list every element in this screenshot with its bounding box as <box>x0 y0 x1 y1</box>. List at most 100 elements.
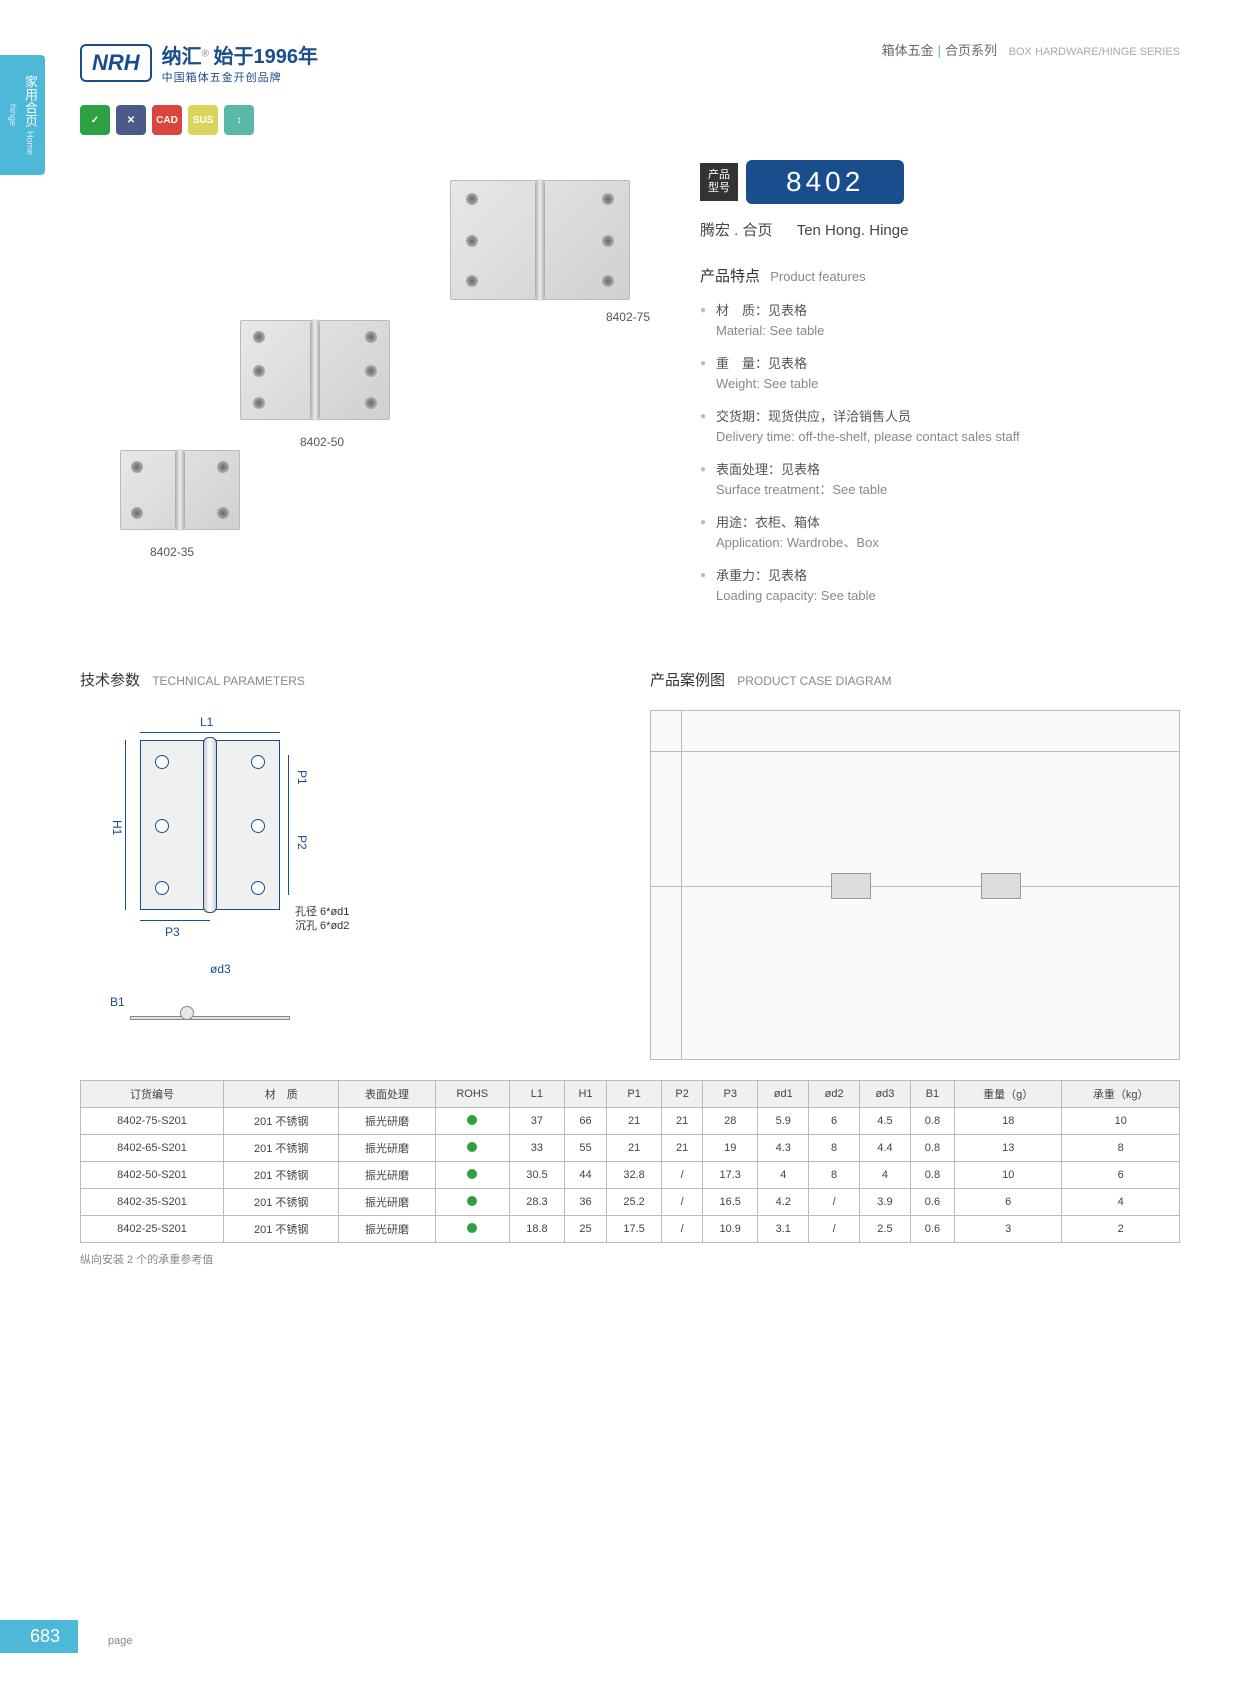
hdr-en: BOX HARDWARE/HINGE SERIES <box>1009 46 1180 58</box>
hole-note: 孔径 6*ød1 沉孔 6*ød2 <box>295 905 349 934</box>
logo-sup: ® <box>202 49 209 60</box>
badge-icon: SUS <box>188 105 218 135</box>
table-cell: 13 <box>955 1135 1062 1162</box>
table-cell: 21 <box>606 1108 661 1135</box>
table-header-cell: ød2 <box>809 1081 860 1108</box>
table-header-cell: 订货编号 <box>81 1081 224 1108</box>
table-row: 8402-35-S201201 不锈钢振光研磨28.33625.2/16.54.… <box>81 1189 1180 1216</box>
dim-H1: H1 <box>110 820 124 835</box>
dim-P1: P1 <box>295 770 309 785</box>
table-cell: 66 <box>565 1108 607 1135</box>
table-cell: 32.8 <box>606 1162 661 1189</box>
table-cell: / <box>662 1189 703 1216</box>
table-cell: 18 <box>955 1108 1062 1135</box>
table-cell: 8402-65-S201 <box>81 1135 224 1162</box>
table-cell <box>435 1135 509 1162</box>
table-header-cell: 表面处理 <box>339 1081 435 1108</box>
table-cell: 3.1 <box>758 1216 809 1243</box>
logo-block: NRH 纳汇® 始于1996年 中国箱体五金开创品牌 <box>80 40 318 85</box>
table-cell: 37 <box>509 1108 564 1135</box>
table-header-cell: 材 质 <box>224 1081 339 1108</box>
table-cell: 201 不锈钢 <box>224 1162 339 1189</box>
feature-item: 重 量：见表格Weight: See table <box>700 354 1180 393</box>
table-cell: 振光研磨 <box>339 1162 435 1189</box>
table-cell: 201 不锈钢 <box>224 1216 339 1243</box>
side-tab: 家用合页 Home hinge <box>0 55 45 175</box>
hinge-image-50 <box>240 320 390 420</box>
model-label: 产品 型号 <box>700 163 738 201</box>
table-cell: 36 <box>565 1189 607 1216</box>
table-cell: 17.5 <box>606 1216 661 1243</box>
feature-item: 承重力：见表格Loading capacity: See table <box>700 566 1180 605</box>
table-cell: 25.2 <box>606 1189 661 1216</box>
case-diagram: 产品案例图 PRODUCT CASE DIAGRAM <box>650 669 1180 1060</box>
table-header-cell: B1 <box>910 1081 954 1108</box>
table-cell: / <box>662 1216 703 1243</box>
table-cell: 18.8 <box>509 1216 564 1243</box>
table-cell: 8402-35-S201 <box>81 1189 224 1216</box>
table-cell: 17.3 <box>703 1162 758 1189</box>
table-cell: / <box>662 1162 703 1189</box>
table-cell: 3 <box>955 1216 1062 1243</box>
technical-diagram: L1 H1 P1 P2 P3 孔径 6*ød1 沉孔 6*ød2 <box>80 710 610 1060</box>
table-cell: 2 <box>1062 1216 1180 1243</box>
table-cell: 0.8 <box>910 1162 954 1189</box>
side-view: ød3 B1 <box>130 970 290 1020</box>
hinge-image-75 <box>450 180 630 300</box>
table-cell: 28.3 <box>509 1189 564 1216</box>
logo-year: 始于1996年 <box>214 46 319 68</box>
table-cell: 19 <box>703 1135 758 1162</box>
table-cell <box>435 1189 509 1216</box>
table-cell: / <box>809 1216 860 1243</box>
table-cell: 10.9 <box>703 1216 758 1243</box>
table-cell <box>435 1216 509 1243</box>
feature-item: 材 质：见表格Material: See table <box>700 301 1180 340</box>
logo-sub: 中国箱体五金开创品牌 <box>162 69 318 85</box>
table-header-cell: ød3 <box>860 1081 911 1108</box>
table-cell: 21 <box>662 1108 703 1135</box>
table-cell: 4.4 <box>860 1135 911 1162</box>
table-cell: 振光研磨 <box>339 1108 435 1135</box>
technical-params: 技术参数 TECHNICAL PARAMETERS L1 H1 P1 P2 P3 <box>80 669 610 1060</box>
table-cell: 2.5 <box>860 1216 911 1243</box>
dim-P2: P2 <box>295 835 309 850</box>
feat-title-cn: 产品特点 <box>700 268 760 285</box>
hdr-cn2: 合页系列 <box>945 43 997 58</box>
hole-note-2: 沉孔 6*ød2 <box>295 919 349 933</box>
table-header-cell: L1 <box>509 1081 564 1108</box>
page-num-val: 683 <box>30 1626 60 1646</box>
table-cell: 8 <box>1062 1135 1180 1162</box>
table-row: 8402-25-S201201 不锈钢振光研磨18.82517.5/10.93.… <box>81 1216 1180 1243</box>
prod-name-en: Ten Hong. Hinge <box>797 222 909 239</box>
dim-L1: L1 <box>200 715 213 729</box>
tech-title-en: TECHNICAL PARAMETERS <box>152 674 305 688</box>
table-cell: 8402-75-S201 <box>81 1108 224 1135</box>
table-cell: 8402-25-S201 <box>81 1216 224 1243</box>
table-cell: 201 不锈钢 <box>224 1135 339 1162</box>
table-cell <box>435 1162 509 1189</box>
product-name: 腾宏 . 合页 Ten Hong. Hinge <box>700 219 1180 240</box>
table-cell <box>435 1108 509 1135</box>
logo-cn: 纳汇 <box>162 46 202 68</box>
spec-table: 订货编号材 质表面处理ROHSL1H1P1P2P3ød1ød2ød3B1重量（g… <box>80 1080 1180 1243</box>
table-cell: 0.8 <box>910 1108 954 1135</box>
table-cell: 201 不锈钢 <box>224 1189 339 1216</box>
hinge-image-35 <box>120 450 240 530</box>
table-header-cell: P2 <box>662 1081 703 1108</box>
table-cell: 0.6 <box>910 1216 954 1243</box>
table-cell: 201 不锈钢 <box>224 1108 339 1135</box>
badge-icon: ✕ <box>116 105 146 135</box>
table-header-cell: H1 <box>565 1081 607 1108</box>
table-cell: 0.6 <box>910 1189 954 1216</box>
table-cell: 4.2 <box>758 1189 809 1216</box>
table-cell: 4.3 <box>758 1135 809 1162</box>
table-header-cell: ROHS <box>435 1081 509 1108</box>
table-row: 8402-75-S201201 不锈钢振光研磨37662121285.964.5… <box>81 1108 1180 1135</box>
table-body: 8402-75-S201201 不锈钢振光研磨37662121285.964.5… <box>81 1108 1180 1243</box>
table-cell: 5.9 <box>758 1108 809 1135</box>
table-cell: 振光研磨 <box>339 1216 435 1243</box>
table-cell: 6 <box>1062 1162 1180 1189</box>
hdr-cn1: 箱体五金 <box>882 43 934 58</box>
hole-note-1: 孔径 6*ød1 <box>295 905 349 919</box>
img-label-50: 8402-50 <box>300 435 344 449</box>
